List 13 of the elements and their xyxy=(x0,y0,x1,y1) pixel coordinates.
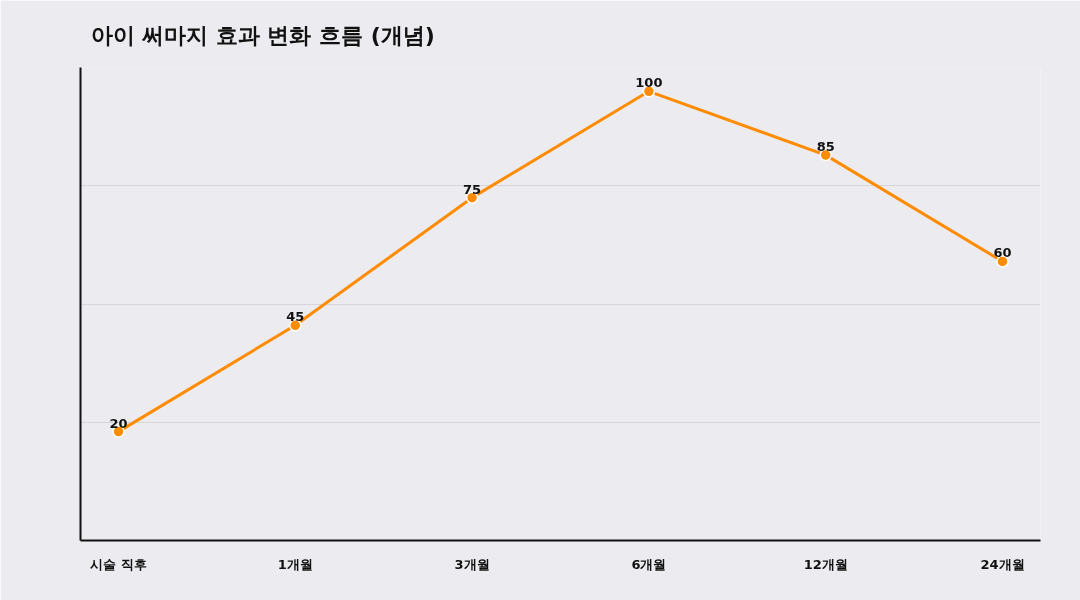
x-tick-label: 3개월 xyxy=(454,556,490,572)
x-tick-label: 1개월 xyxy=(277,556,313,572)
data-label: 100 xyxy=(635,75,663,91)
x-tick-label: 12개월 xyxy=(803,556,848,572)
x-tick-label: 24개월 xyxy=(980,556,1025,572)
data-label: 20 xyxy=(109,415,128,431)
data-label: 85 xyxy=(816,139,835,155)
data-label: 60 xyxy=(993,245,1012,261)
x-tick-label: 시술 직후 xyxy=(90,556,147,572)
x-tick-label: 6개월 xyxy=(631,556,667,572)
data-label: 75 xyxy=(463,181,482,197)
chart-title: 아이 써마지 효과 변화 흐름 (개념) xyxy=(90,22,435,48)
data-label: 45 xyxy=(286,309,305,325)
